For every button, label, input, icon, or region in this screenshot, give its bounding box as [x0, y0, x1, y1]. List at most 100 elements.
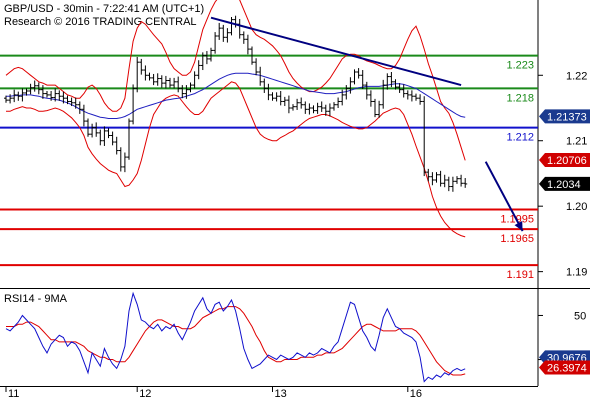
level-label: 1.212	[506, 132, 534, 144]
time-axis: 11 12 13 16	[5, 386, 422, 400]
candle	[348, 77, 353, 94]
candle	[311, 105, 316, 114]
candle	[250, 46, 254, 65]
candle	[135, 56, 140, 93]
candle	[45, 90, 49, 98]
x-tick-label: 12	[139, 388, 151, 400]
svg-text:26.3974: 26.3974	[547, 362, 587, 374]
candle	[237, 18, 242, 39]
forecast-arrowhead	[514, 221, 523, 232]
candle	[315, 102, 320, 114]
candle	[323, 104, 328, 116]
x-tick-label: 13	[275, 388, 287, 400]
candle	[20, 88, 25, 102]
svg-text:1.21373: 1.21373	[547, 111, 587, 123]
moving-average	[6, 72, 466, 119]
candle	[254, 58, 259, 76]
candle	[118, 147, 123, 172]
candle	[426, 168, 431, 182]
bollinger-bands	[5, 0, 466, 238]
candle	[442, 174, 447, 188]
candle	[455, 176, 459, 184]
candle	[459, 174, 464, 187]
candle	[245, 34, 250, 55]
candle	[159, 75, 164, 88]
candle	[86, 118, 90, 137]
candle	[188, 82, 193, 93]
candle	[28, 83, 33, 95]
level-label: 1.223	[506, 60, 534, 72]
candle	[233, 15, 238, 28]
x-tick-label: 16	[410, 388, 422, 400]
candle	[299, 97, 304, 109]
candle	[463, 178, 468, 188]
candle	[110, 131, 115, 146]
candle	[397, 83, 402, 93]
candle	[49, 90, 54, 101]
candle	[434, 172, 439, 183]
bollinger-upper-line	[5, 0, 466, 161]
candle	[147, 72, 152, 81]
candle	[77, 101, 82, 114]
price-tags: 1.21373 1.20706 1.2034	[539, 109, 590, 191]
candle	[131, 84, 136, 125]
candle	[4, 95, 8, 103]
resistance-trendline	[210, 16, 462, 87]
y-tick-label: 1.22	[566, 70, 587, 82]
candle	[393, 79, 398, 90]
level-label: 1.191	[506, 269, 534, 281]
candle	[291, 104, 295, 111]
candle	[36, 82, 41, 95]
chart-title: GBP/USD - 30min - 7:22:41 AM (UTC+1)	[4, 3, 204, 15]
candle	[196, 60, 201, 80]
rsi-ma-line	[6, 306, 466, 376]
candle	[40, 85, 45, 99]
candle	[8, 94, 13, 104]
candle	[340, 89, 345, 106]
candle	[262, 78, 267, 93]
candle	[127, 118, 131, 160]
moving-average-line	[6, 72, 466, 119]
candle	[61, 91, 66, 104]
candle	[163, 75, 168, 89]
rsi-line	[5, 291, 466, 383]
level-label: 1.1965	[500, 233, 534, 245]
candle	[184, 85, 189, 99]
candle	[282, 96, 287, 107]
candle	[69, 97, 74, 107]
rsi-lines	[5, 291, 466, 383]
candle	[344, 85, 349, 100]
candle	[217, 22, 222, 40]
bollinger-lower-line	[6, 81, 466, 238]
forecast-arrow	[484, 161, 524, 232]
candle	[106, 128, 111, 139]
candle	[213, 32, 218, 54]
candle	[98, 129, 103, 146]
candle	[332, 102, 336, 111]
candle	[53, 88, 58, 102]
candle	[221, 24, 226, 42]
price-tag-red: 1.20706	[539, 152, 590, 167]
candle	[155, 73, 160, 86]
candle	[327, 103, 332, 117]
candle	[405, 90, 410, 100]
price-tag-blue: 1.21373	[539, 109, 590, 124]
candle	[450, 176, 455, 192]
candle	[401, 84, 406, 98]
candle	[278, 90, 283, 106]
candle	[168, 77, 172, 88]
candle	[229, 17, 234, 36]
y-tick-label: 1.21	[566, 136, 587, 148]
svg-text:1.20706: 1.20706	[547, 155, 587, 167]
copyright-text: Research © 2016 TRADING CENTRAL	[4, 16, 197, 28]
candle	[266, 83, 271, 101]
candle	[200, 52, 205, 71]
candle	[381, 79, 386, 109]
candle	[409, 90, 414, 102]
candle	[192, 71, 197, 89]
